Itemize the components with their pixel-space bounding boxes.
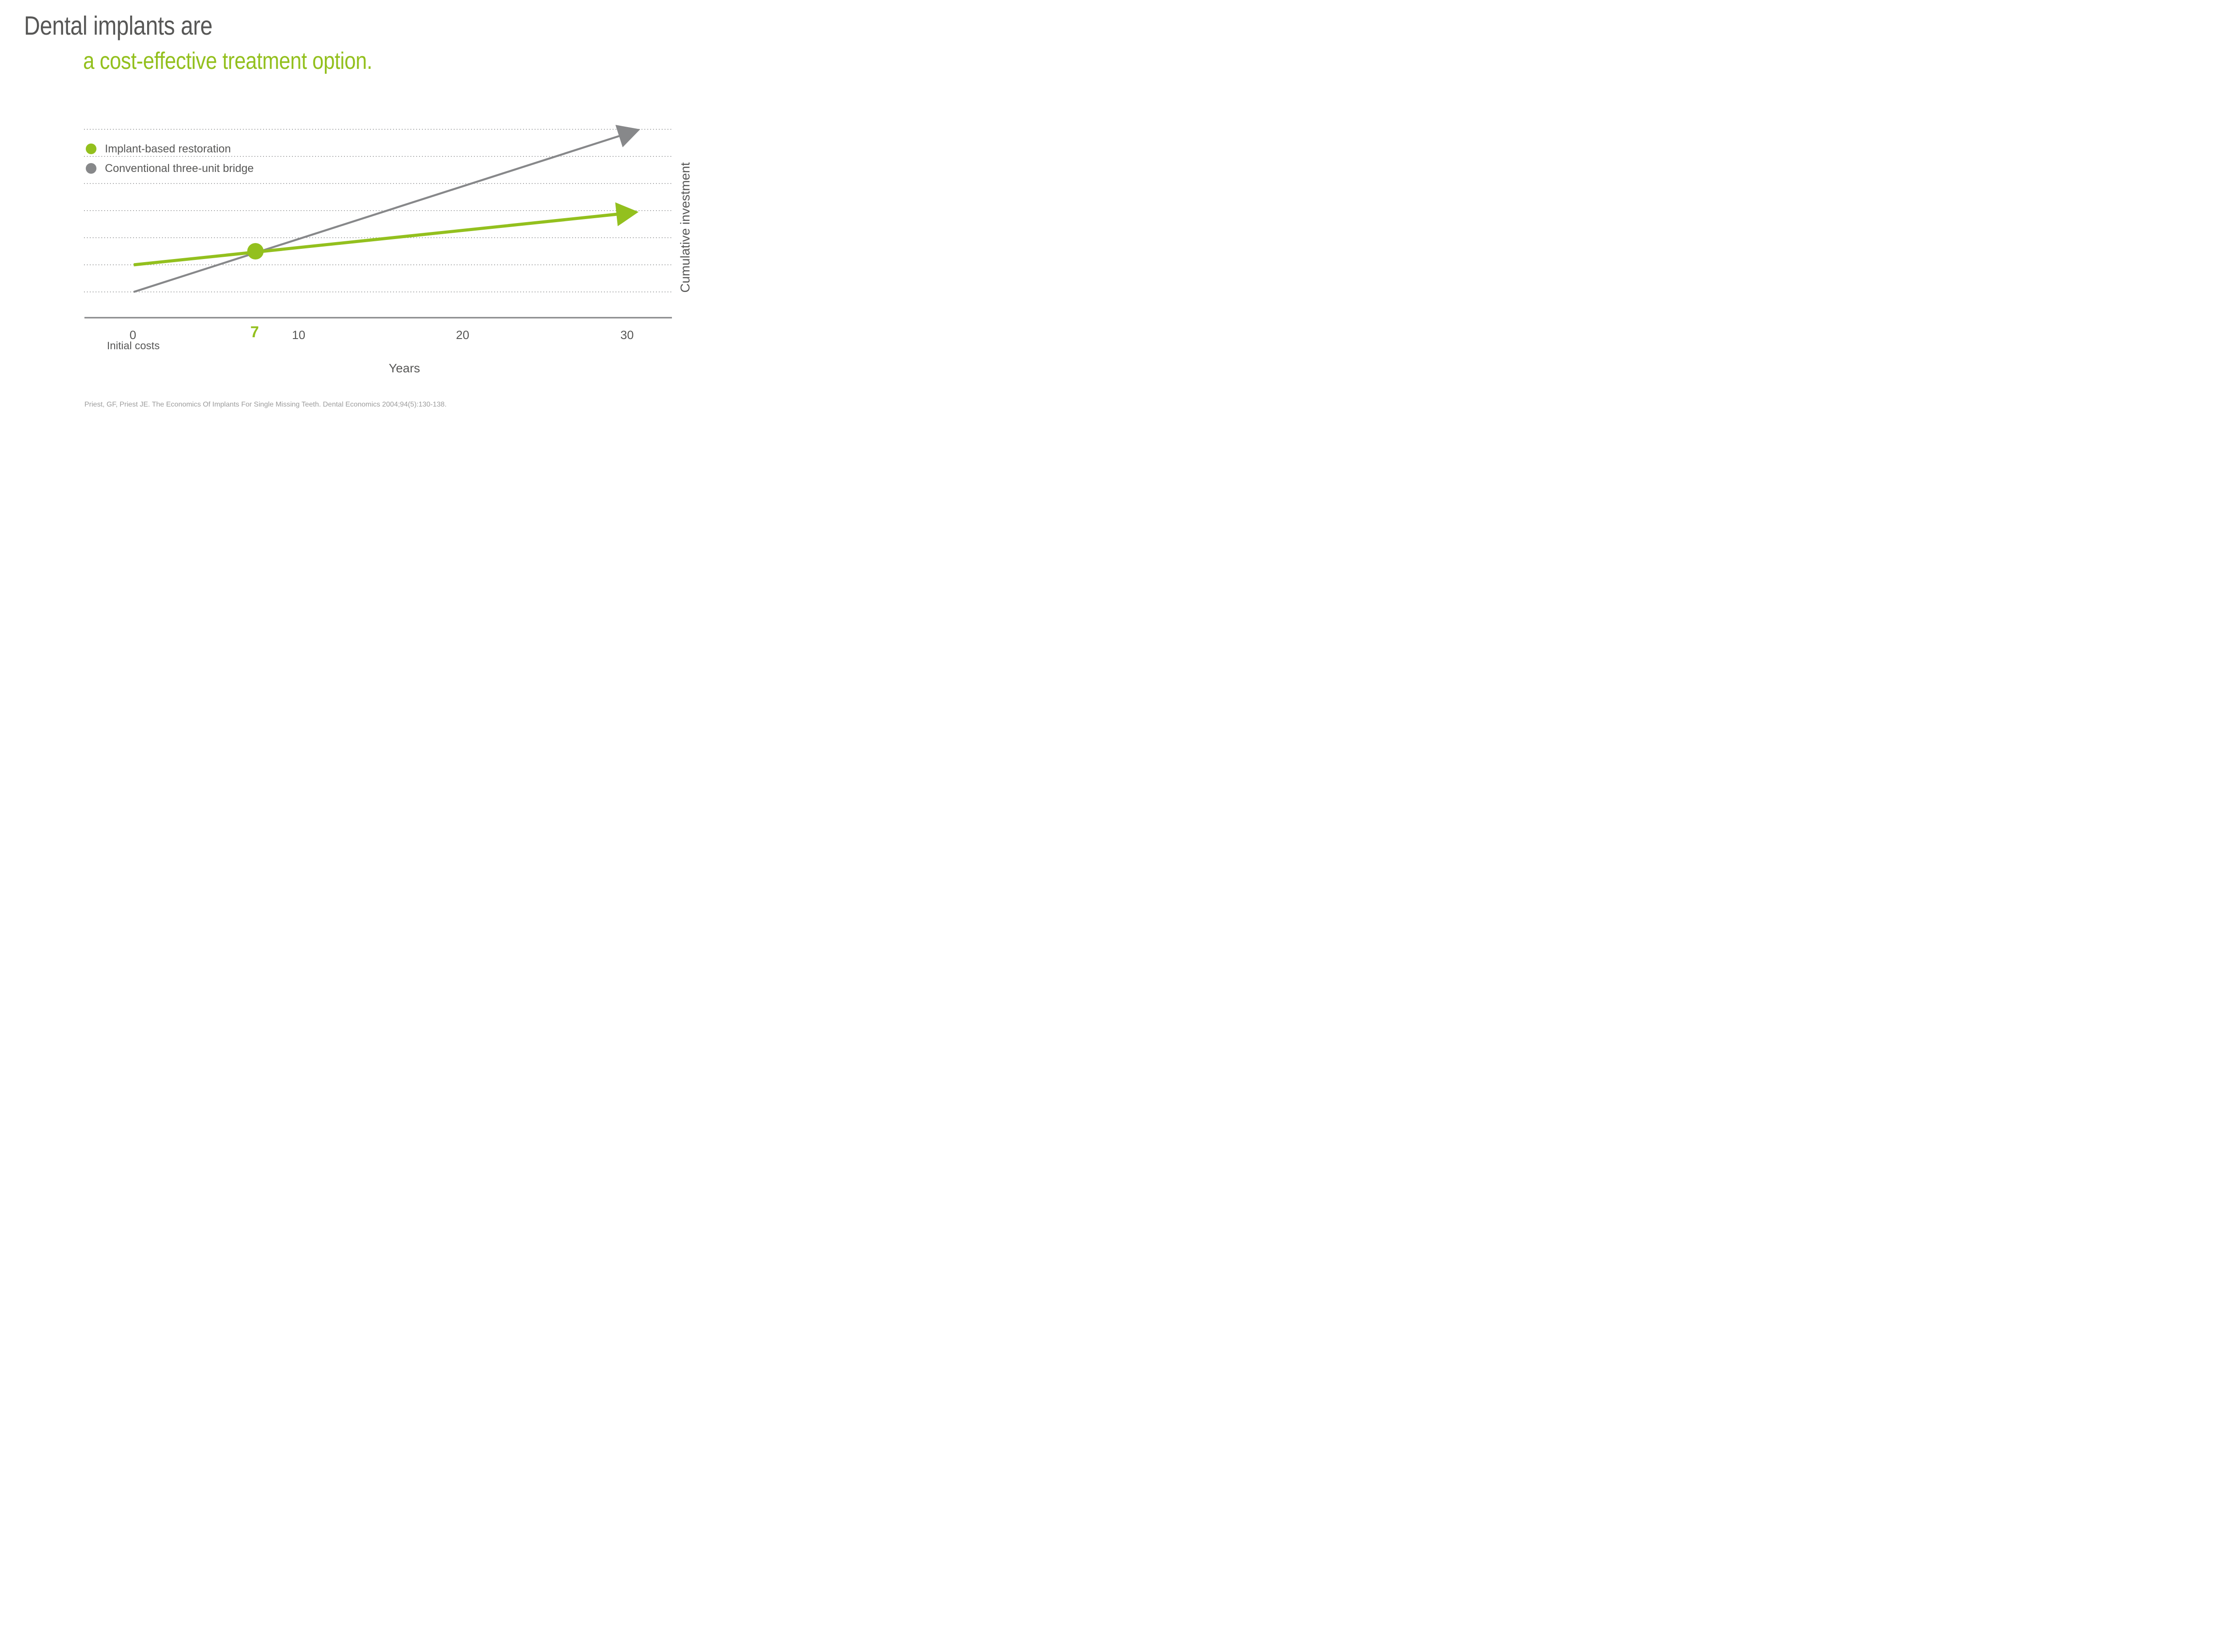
source-citation: Priest, GF, Priest JE. The Economics Of …: [84, 401, 447, 408]
chart-canvas: [84, 125, 672, 319]
legend-item-implant: Implant-based restoration: [86, 142, 231, 155]
page-title-line1: Dental implants are: [24, 11, 212, 40]
legend-label-implant: Implant-based restoration: [105, 142, 231, 155]
series-line-bridge: [133, 134, 622, 293]
series-line-implant: [133, 212, 619, 267]
y-axis-title: Cumulative investment: [678, 162, 693, 293]
x-tick-30: 30: [620, 328, 634, 342]
legend-dot-implant-icon: [86, 144, 96, 154]
x-tick-20: 20: [456, 328, 470, 342]
arrowhead-bridge: [615, 125, 640, 148]
x-tick-0: 0: [129, 328, 136, 342]
legend-dot-bridge-icon: [86, 163, 96, 174]
page-title-line2: a cost-effective treatment option.: [83, 48, 372, 74]
legend-item-bridge: Conventional three-unit bridge: [86, 162, 254, 175]
arrowhead-implant: [615, 202, 639, 227]
slide: Dental implants are a cost-effective tre…: [0, 0, 728, 413]
x-tick-7-highlighted: 7: [250, 323, 259, 341]
x-tick-10: 10: [292, 328, 306, 342]
initial-costs-label: Initial costs: [107, 340, 160, 352]
crossover-marker-dot: [247, 243, 264, 259]
legend-label-bridge: Conventional three-unit bridge: [105, 162, 254, 175]
x-axis-title: Years: [388, 361, 420, 375]
